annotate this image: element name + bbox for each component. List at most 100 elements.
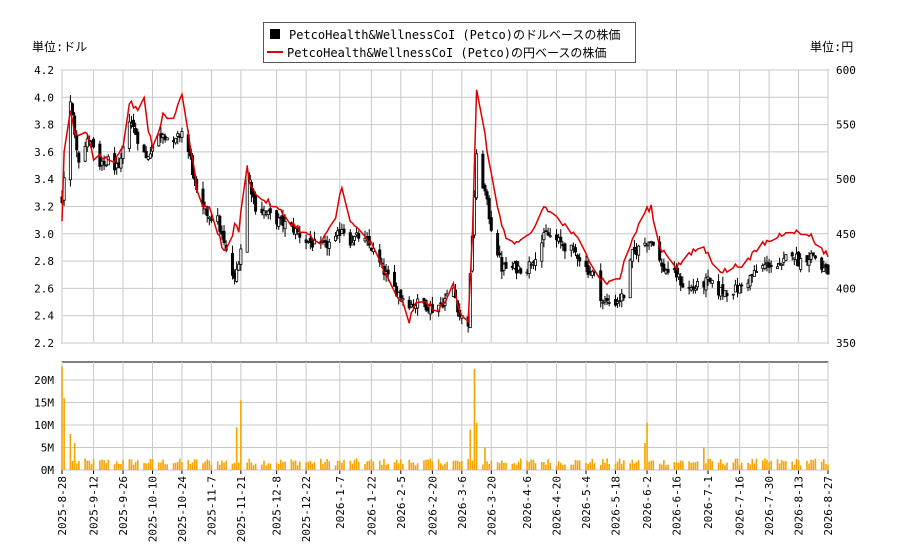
volume-bar xyxy=(381,464,383,470)
candle-body xyxy=(576,254,580,259)
volume-bar xyxy=(620,463,623,470)
x-tick-label: 2026-1-7 xyxy=(334,476,347,529)
candle-body xyxy=(527,261,531,275)
volume-bar xyxy=(753,463,756,470)
volume-bar xyxy=(370,459,373,470)
candle-body xyxy=(809,252,813,260)
volume-bar xyxy=(107,459,110,470)
volume-bar xyxy=(591,458,594,470)
volume-bar xyxy=(90,464,93,470)
candle-body xyxy=(820,257,824,270)
volume-bar xyxy=(814,458,817,470)
volume-bar xyxy=(410,462,413,470)
volume-bar xyxy=(338,460,341,470)
x-tick-label: 2025-11-21 xyxy=(235,476,248,542)
volume-bar xyxy=(631,459,634,470)
volume-bar xyxy=(532,459,535,470)
candle-body xyxy=(209,219,213,222)
candle-body xyxy=(778,262,782,265)
volume-bar xyxy=(387,463,389,470)
volume-bar xyxy=(425,459,427,470)
volume-bar xyxy=(709,458,711,470)
x-tick-label: 2025-9-12 xyxy=(88,476,101,536)
candle-body xyxy=(590,270,594,276)
volume-bar xyxy=(221,460,223,470)
candle-body xyxy=(239,248,243,265)
x-tick-label: 2025-12-8 xyxy=(271,476,284,536)
candle-body xyxy=(775,266,779,269)
volume-bar xyxy=(783,461,785,470)
candle-body xyxy=(308,237,312,243)
volume-bar xyxy=(530,459,533,470)
volume-bar xyxy=(63,398,65,470)
candle-body xyxy=(752,269,756,277)
volume-bar xyxy=(593,463,596,470)
x-tick-label: 2026-3-20 xyxy=(485,476,498,536)
candle-body xyxy=(769,265,773,268)
volume-bar xyxy=(475,422,478,470)
candle-body xyxy=(811,252,815,256)
volume-bar xyxy=(496,462,499,470)
right-y-tick-label: 350 xyxy=(836,337,856,350)
volume-bar xyxy=(143,462,145,470)
volume-bar xyxy=(187,460,190,470)
candle-body xyxy=(392,271,396,287)
volume-bar xyxy=(454,460,457,470)
candle-body xyxy=(475,153,479,199)
volume-bar xyxy=(482,464,484,470)
volume-bar xyxy=(555,465,558,470)
candle-body xyxy=(790,252,794,257)
volume-bar xyxy=(364,464,366,470)
volume-bar xyxy=(378,460,381,470)
candle-body xyxy=(85,138,89,148)
volume-bar xyxy=(780,459,783,470)
volume-bar xyxy=(822,459,825,470)
volume-bar xyxy=(334,465,337,470)
candle-body xyxy=(481,153,485,189)
candle-body xyxy=(407,299,411,309)
candle-body xyxy=(268,208,272,214)
volume-bar xyxy=(305,462,307,470)
volume-bar xyxy=(151,459,154,470)
volume-bar xyxy=(357,461,360,470)
volume-bar xyxy=(248,458,251,470)
volume-bar xyxy=(564,464,566,470)
candle-body xyxy=(218,215,222,232)
volume-bar xyxy=(231,463,234,470)
x-tick-label: 2026-3-6 xyxy=(456,476,469,529)
volume-bar xyxy=(629,463,631,470)
candle-body xyxy=(83,146,87,162)
candle-body xyxy=(251,191,256,198)
candle-body xyxy=(662,263,666,272)
candle-body xyxy=(637,245,641,256)
volume-bar xyxy=(73,443,76,470)
volume-bar xyxy=(726,462,728,470)
volume-bar xyxy=(88,460,91,470)
volume-bar xyxy=(576,460,579,470)
volume-bar xyxy=(719,459,722,470)
volume-bar xyxy=(206,459,209,470)
candle-body xyxy=(102,160,106,165)
volume-bar xyxy=(635,461,638,470)
volume-bar xyxy=(456,460,459,470)
volume-bar xyxy=(776,459,779,470)
candle-body xyxy=(353,236,357,241)
volume-bar xyxy=(368,460,371,470)
volume-bar xyxy=(336,460,339,470)
x-tick-label: 2025-8-28 xyxy=(56,476,69,536)
candle-body xyxy=(822,267,826,273)
x-tick-label: 2026-4-6 xyxy=(521,476,534,529)
candle-body xyxy=(386,269,390,275)
legend-label-usd: PetcoHealth&WellnessCoI (Petco)のドルベースの株価 xyxy=(289,27,621,42)
candle-body xyxy=(323,240,327,242)
volume-bar xyxy=(562,464,564,470)
volume-bar xyxy=(292,461,295,470)
left-y-tick-label: 3.2 xyxy=(34,201,54,214)
candle-body xyxy=(504,262,508,269)
x-tick-label: 2025-10-24 xyxy=(176,476,189,543)
volume-bar xyxy=(681,460,684,470)
volume-bar xyxy=(416,463,419,470)
candle-body xyxy=(71,103,75,116)
left-y-tick-label: 3.8 xyxy=(34,119,54,132)
candle-body xyxy=(696,281,700,288)
